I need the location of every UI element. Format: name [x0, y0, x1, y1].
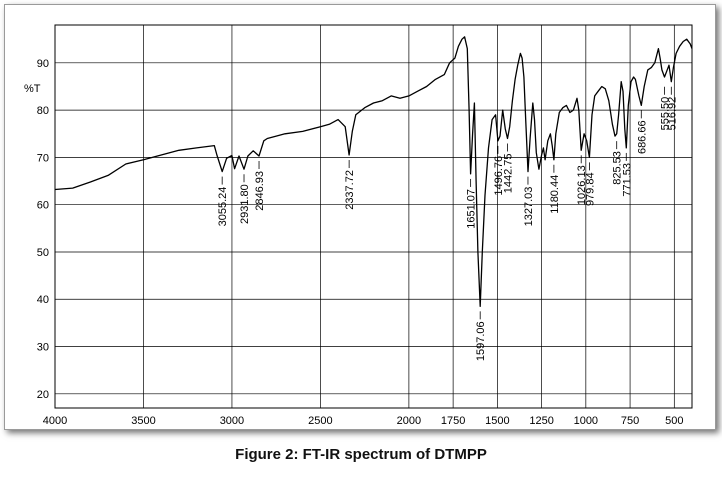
ftir-chart: 4000 3500 3000 2500 2000 1750 1500 1250 1000 750 5…	[24, 24, 693, 427]
y-tick-label: 50	[37, 247, 49, 259]
peak-label: 3055.24	[217, 187, 229, 227]
peak-label: 1442.75	[502, 153, 514, 193]
peak-label: 2337.72	[344, 170, 356, 210]
y-tick-label: 20	[37, 389, 49, 401]
x-tick-label: 500	[665, 415, 683, 427]
peak-annotations: 3055.24 2931.80 2846.93 2337.72 1651.07 1597.…	[217, 86, 678, 361]
x-tick-label: 1500	[485, 415, 509, 427]
x-tick-label: 3500	[131, 415, 155, 427]
peak-label: 1327.03	[523, 187, 535, 227]
peak-label: 686.66	[636, 120, 648, 154]
x-tick-label: 1750	[441, 415, 465, 427]
y-tick-label: 70	[37, 152, 49, 164]
peak-label: 1180.44	[549, 175, 561, 214]
peak-label: 825.53	[612, 151, 624, 185]
peak-label: 1496.76	[493, 156, 505, 196]
peak-label: 1026.13	[576, 165, 588, 205]
peak-label: 2846.93	[254, 171, 266, 211]
x-tick-label: 4000	[43, 415, 67, 427]
figure-frame	[4, 4, 716, 430]
y-tick-label: 90	[37, 58, 49, 70]
x-tick-label: 1000	[574, 415, 598, 427]
peak-label: 979.84	[584, 172, 596, 206]
x-tick-label: 1250	[529, 415, 553, 427]
peak-label: 771.53	[621, 163, 633, 197]
spectrum-line	[54, 36, 693, 307]
y-tick-label: 80	[37, 105, 49, 117]
peak-label: 1651.07	[466, 189, 478, 229]
x-tick-label: 750	[621, 415, 639, 427]
figure-caption: Figure 2: FT-IR spectrum of DTMPP	[235, 446, 487, 463]
y-tick-label: 30	[37, 342, 49, 354]
x-tick-label: 2500	[308, 415, 332, 427]
x-tick-label: 2000	[397, 415, 421, 427]
grid-lines	[54, 25, 692, 408]
spectrum-series	[54, 36, 693, 307]
peak-label: 1597.06	[475, 321, 487, 361]
tick-labels: 4000 3500 3000 2500 2000 1750 1500 1250 1000 750 5…	[37, 58, 684, 427]
y-tick-label: 60	[37, 200, 49, 212]
peak-label: 516.92	[666, 97, 678, 131]
peak-label: 2931.80	[239, 184, 251, 224]
x-tick-label: 3000	[220, 415, 244, 427]
y-tick-label: 40	[37, 294, 49, 306]
y-axis-label: %T	[24, 83, 41, 95]
plot-border	[54, 24, 693, 409]
peak-label: 555.50	[659, 97, 671, 131]
